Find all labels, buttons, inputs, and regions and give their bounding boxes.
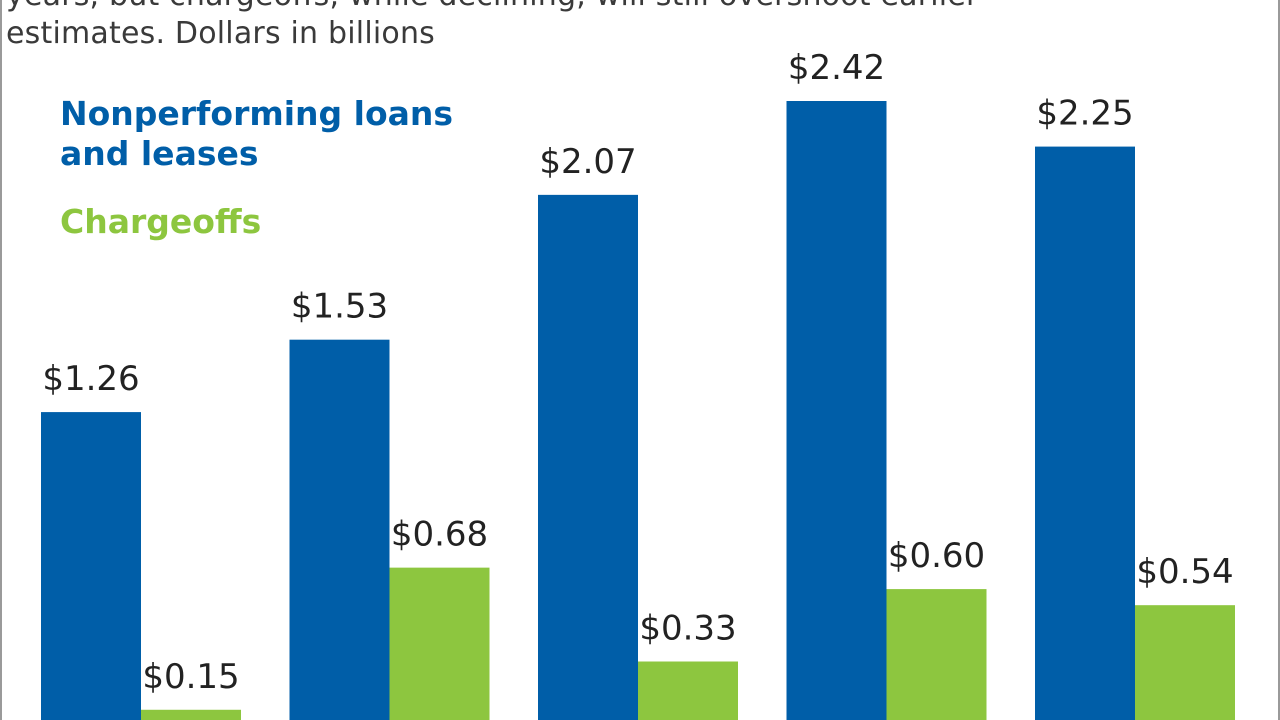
chargeoffs-bar-5	[1135, 605, 1235, 720]
chargeoffs-bar-3	[638, 661, 738, 720]
chargeoffs-value-label-2: $0.68	[391, 515, 488, 555]
nonperforming-bar-3	[538, 194, 638, 720]
nonperforming-value-label-1: $1.26	[42, 359, 139, 399]
nonperforming-value-label-4: $2.42	[788, 48, 885, 88]
nonperforming-value-label-3: $2.07	[539, 142, 636, 182]
chargeoffs-bar-2	[389, 567, 490, 720]
chargeoffs-value-label-3: $0.33	[639, 609, 736, 649]
chart-subtitle-line-1: years, but chargeoffs, while declining, …	[6, 0, 979, 13]
legend-chargeoffs: Chargeoffs	[60, 202, 261, 242]
chargeoffs-bar-1	[141, 709, 241, 720]
legend-chargeoffs-line-1: Chargeoffs	[60, 202, 262, 241]
nonperforming-bar-2	[289, 339, 390, 720]
chargeoffs-value-label-5: $0.54	[1136, 552, 1233, 592]
chargeoffs-bar-4	[886, 589, 987, 720]
nonperforming-value-label-2: $1.53	[291, 287, 388, 327]
chargeoffs-value-label-1: $0.15	[142, 657, 239, 697]
legend-nonperforming-loans: Nonperforming loans and leases	[60, 94, 453, 174]
legend-nonperforming-line-2: and leases	[60, 134, 259, 173]
nonperforming-value-label-5: $2.25	[1036, 94, 1133, 134]
nonperforming-bar-5	[1035, 146, 1135, 720]
chart-subtitle-line-2: estimates. Dollars in billions	[6, 16, 435, 51]
nonperforming-bar-4	[786, 101, 887, 720]
chargeoffs-value-label-4: $0.60	[888, 536, 985, 576]
nonperforming-bar-1	[41, 412, 141, 720]
legend-nonperforming-line-1: Nonperforming loans	[60, 94, 454, 133]
